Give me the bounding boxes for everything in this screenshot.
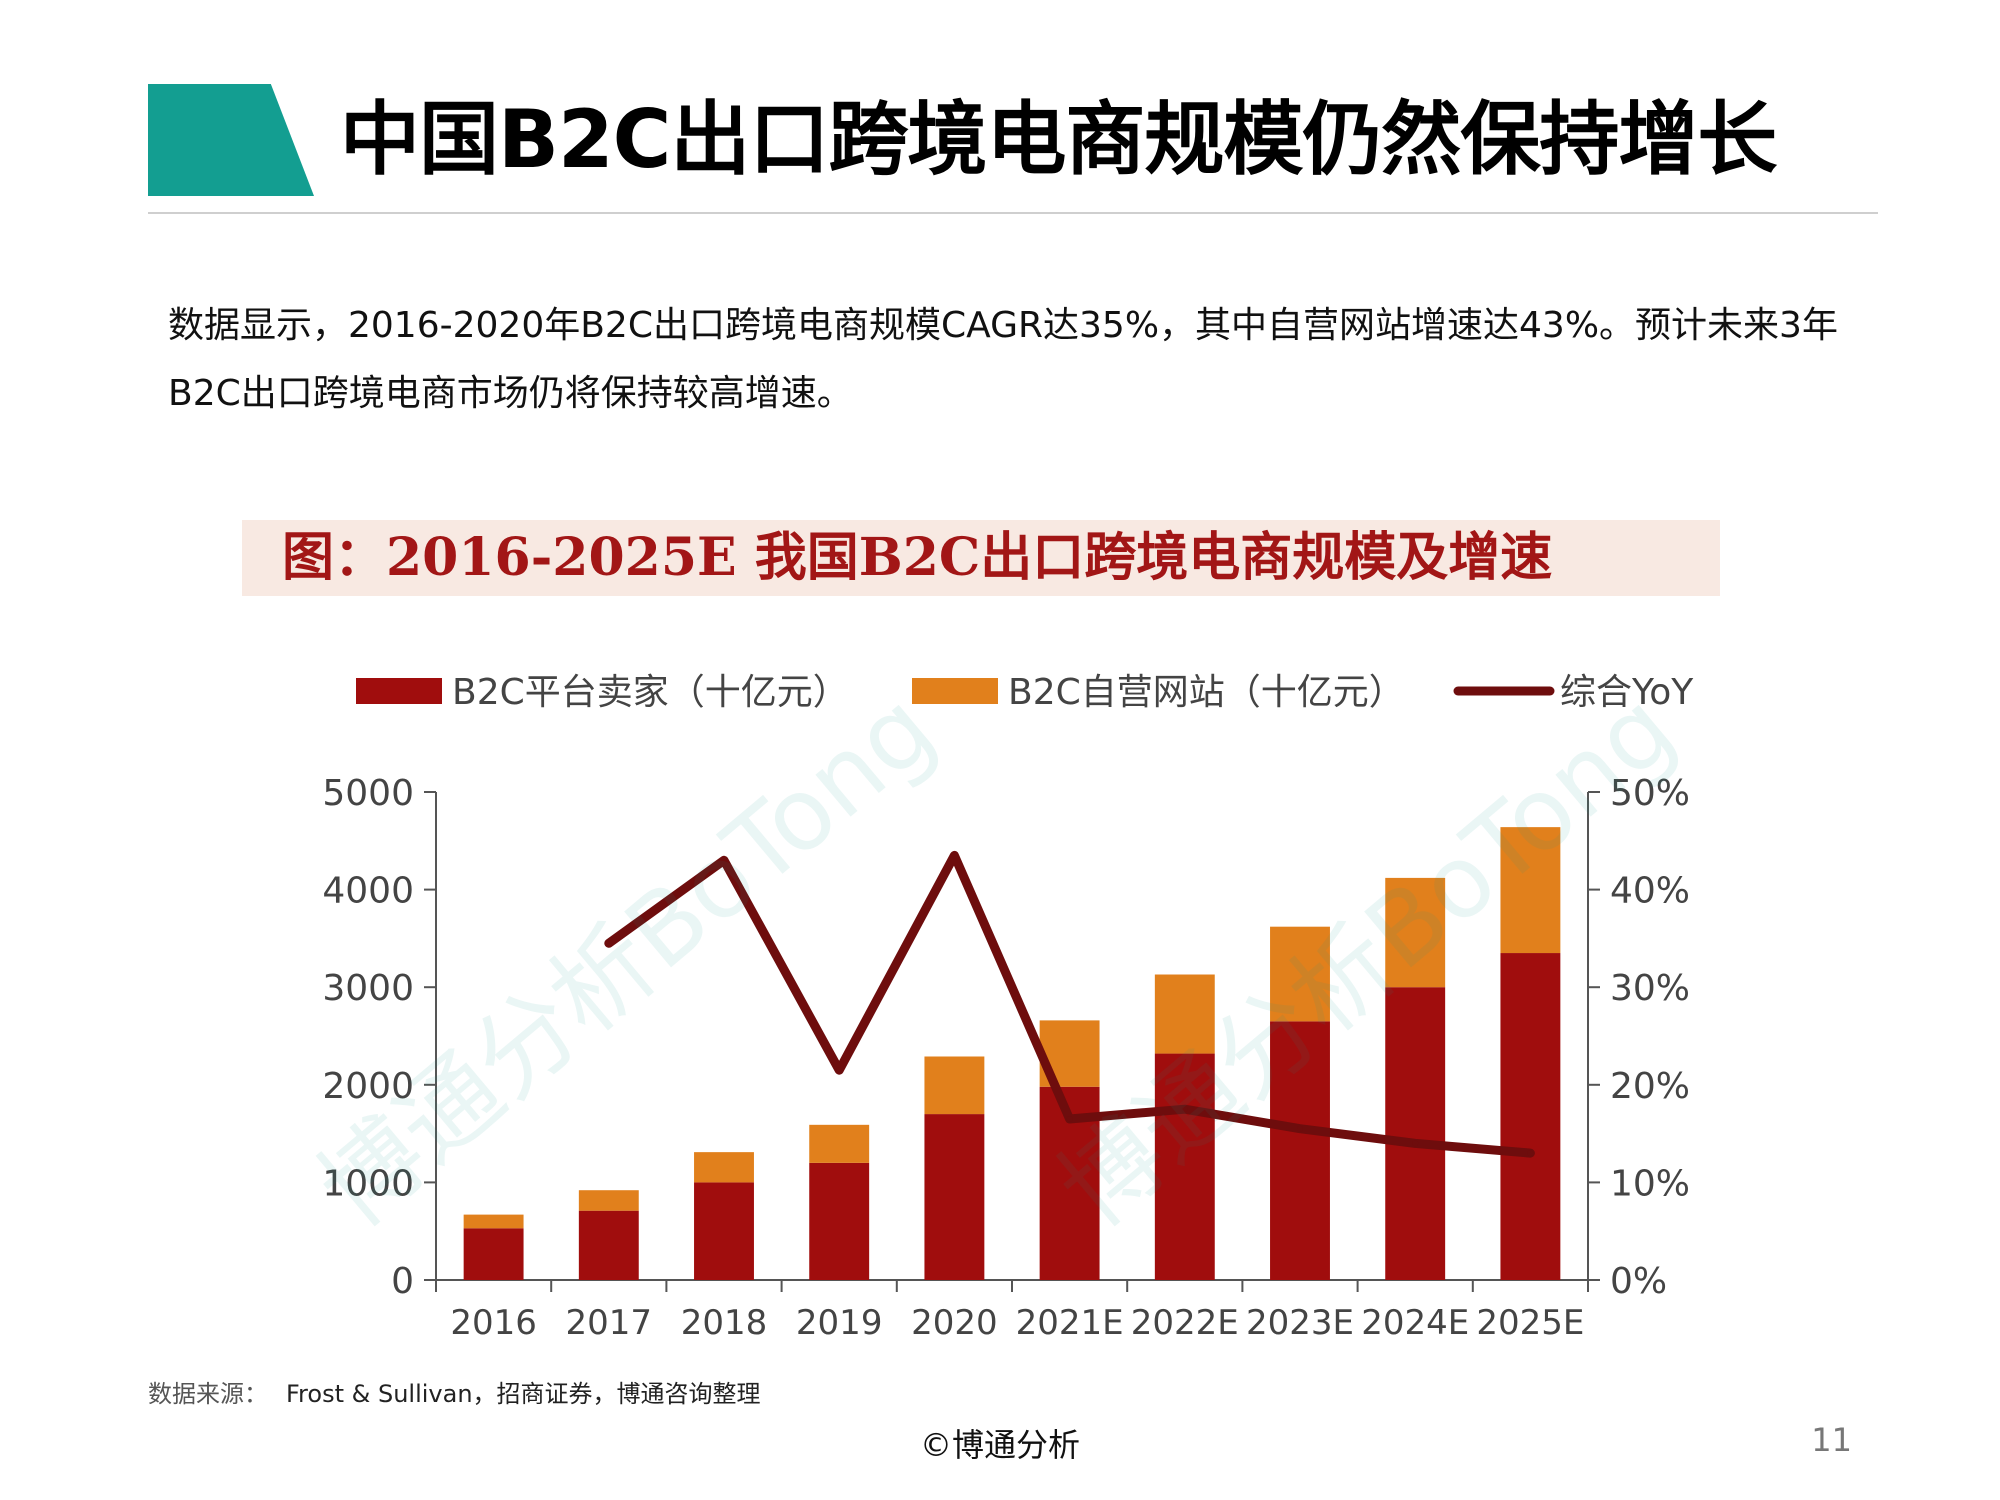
y-left-tick-label: 4000 (322, 871, 414, 912)
bar-self-site (924, 1056, 985, 1115)
yoy-point (721, 857, 727, 864)
y-right-tick-label: 40% (1610, 871, 1690, 912)
chart-title: 图：2016-2025E 我国B2C出口跨境电商规模及增速 (282, 527, 1553, 588)
bar-platform (1270, 1021, 1330, 1280)
bar-platform (1500, 953, 1561, 1280)
bar-platform (694, 1182, 754, 1280)
page-number: 11 (1811, 1421, 1852, 1459)
yoy-point (1412, 1140, 1419, 1147)
bar-self-site (1385, 877, 1446, 988)
x-tick-label: 2017 (566, 1303, 653, 1343)
yoy-point (1527, 1150, 1534, 1157)
x-tick-label: 2018 (681, 1303, 768, 1343)
source-note: 数据来源： Frost & Sullivan，招商证券，博通咨询整理 (148, 1378, 761, 1410)
yoy-point (1181, 1106, 1188, 1113)
bar-self-site (1270, 926, 1330, 1022)
y-left-tick-label: 5000 (322, 773, 414, 814)
bar-platform (463, 1228, 524, 1280)
yoy-point (1066, 1115, 1073, 1122)
yoy-point (605, 940, 612, 947)
legend-label-1: B2C平台卖家（十亿元） (452, 672, 849, 713)
bar-platform (924, 1114, 985, 1280)
y-left-tick-label: 3000 (322, 968, 414, 1009)
legend-label-3: 综合YoY (1560, 672, 1694, 713)
x-tick-label: 2025E (1476, 1303, 1584, 1343)
y-right-tick-label: 0% (1610, 1261, 1667, 1302)
slide-title: 中国B2C出口跨境电商规模仍然保持增长 (340, 93, 1777, 186)
x-tick-label: 2016 (450, 1303, 537, 1343)
y-right-tick-label: 20% (1610, 1066, 1690, 1107)
stacked-bar-line-chart: B2C平台卖家（十亿元） B2C自营网站（十亿元） 综合YoY 0 1000 2000 30… (322, 672, 1694, 1343)
y-left-tick-label: 2000 (322, 1066, 414, 1107)
y-left-tick-label: 0 (391, 1261, 414, 1302)
y-right-tick-label: 10% (1610, 1163, 1690, 1204)
chart-title-banner (242, 520, 1720, 596)
y-right-tick-label: 50% (1610, 773, 1690, 814)
yoy-point (1297, 1125, 1303, 1132)
source-text: Frost & Sullivan，招商证券，博通咨询整理 (286, 1380, 761, 1408)
bar-self-site (809, 1124, 870, 1163)
x-tick-label: 2021E (1016, 1303, 1124, 1343)
bar-self-site (463, 1214, 524, 1229)
legend-swatch-2 (912, 678, 998, 704)
bar-platform (809, 1162, 870, 1280)
yoy-point (836, 1067, 843, 1074)
x-tick-label: 2022E (1131, 1303, 1239, 1343)
bar-platform (1385, 987, 1446, 1280)
x-tick-label: 2023E (1246, 1303, 1354, 1343)
bar-self-site (1154, 974, 1215, 1054)
legend-swatch-1 (356, 678, 442, 704)
bar-platform (578, 1210, 639, 1280)
intro-paragraph: 数据显示，2016-2020年B2C出口跨境电商规模CAGR达35%，其中自营网… (168, 305, 1838, 414)
x-tick-label: 2020 (911, 1303, 998, 1343)
yoy-point (951, 852, 958, 859)
bar-self-site (694, 1152, 754, 1183)
title-divider (148, 212, 1878, 214)
title-accent-shape (148, 84, 314, 196)
legend-label-2: B2C自营网站（十亿元） (1008, 672, 1405, 713)
bar-self-site (578, 1190, 639, 1211)
y-left-tick-label: 1000 (322, 1163, 414, 1204)
source-label: 数据来源： (148, 1380, 268, 1408)
x-tick-label: 2019 (796, 1303, 883, 1343)
bar-platform (1154, 1053, 1215, 1280)
y-right-tick-label: 30% (1610, 968, 1690, 1009)
x-tick-label: 2024E (1361, 1303, 1469, 1343)
copyright: ©博通分析 (919, 1426, 1080, 1464)
bar-self-site (1500, 827, 1561, 954)
